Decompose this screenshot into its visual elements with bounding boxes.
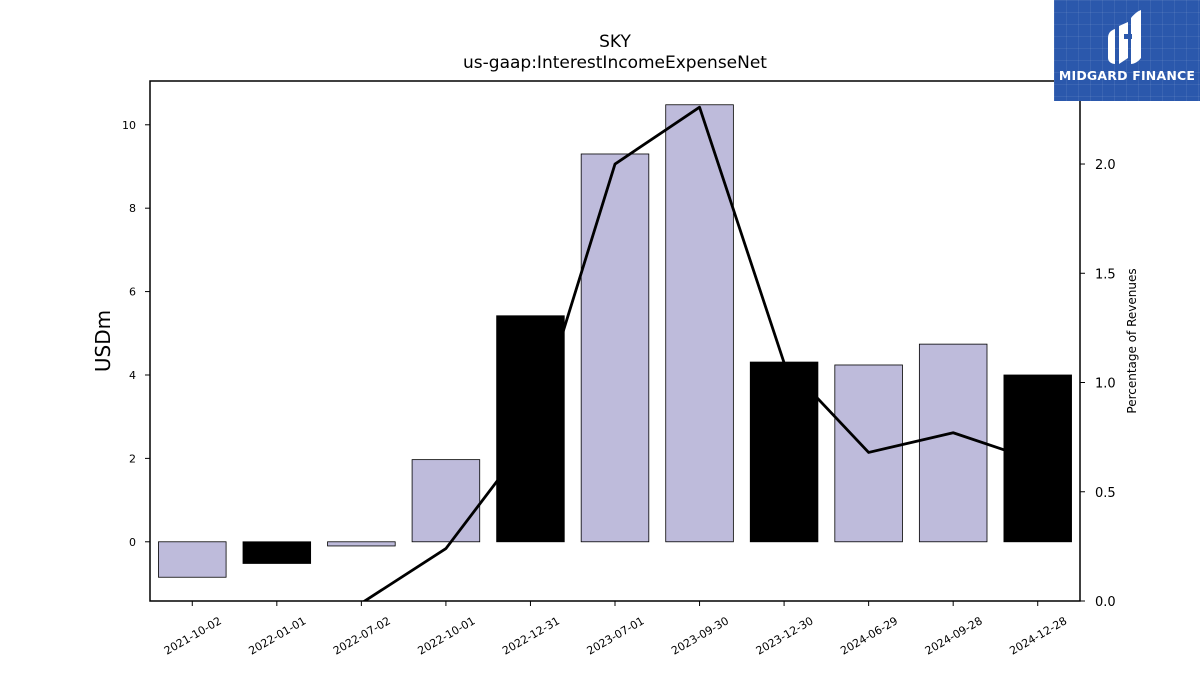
x-tick-label: 2023-09-30 — [669, 614, 731, 657]
bar — [327, 541, 396, 547]
x-tick-label: 2022-07-02 — [331, 614, 393, 657]
x-tick-label: 2023-12-30 — [754, 614, 816, 657]
y-right-tick-label: 0.5 — [1095, 486, 1116, 501]
y-tick-label: 8 — [129, 202, 136, 215]
bar — [665, 104, 734, 543]
bar — [242, 541, 312, 564]
bar — [918, 343, 988, 543]
midgard-logo-icon — [1108, 10, 1141, 64]
bar — [496, 315, 565, 543]
bar — [1003, 374, 1072, 543]
x-tick-label: 2023-07-01 — [585, 614, 647, 657]
y-tick-label: 6 — [129, 286, 136, 299]
bar — [158, 541, 227, 578]
y-tick-label: 4 — [129, 369, 136, 382]
y-axis-label: USDm — [91, 310, 115, 372]
midgard-finance-logo: MIDGARD FINANCE — [1054, 0, 1200, 101]
y-right-tick-label: 1.5 — [1095, 267, 1116, 282]
bar — [411, 459, 481, 543]
series-line — [362, 105, 1039, 601]
x-tick-label: 2021-10-02 — [162, 614, 224, 657]
bar — [749, 361, 819, 543]
y-right-tick-label: 1.0 — [1095, 377, 1116, 392]
y-tick-label: 2 — [129, 452, 136, 465]
x-tick-label: 2022-01-01 — [246, 614, 308, 657]
y-tick-label: 10 — [122, 119, 136, 132]
x-tick-label: 2024-09-28 — [923, 614, 985, 657]
y-right-axis-label: Percentage of Revenues — [1125, 268, 1139, 413]
y-right-tick-label: 2.0 — [1095, 158, 1116, 173]
logo-text: MIDGARD FINANCE — [1058, 68, 1196, 83]
chart-subtitle: us-gaap:InterestIncomeExpenseNet — [463, 53, 767, 73]
y-tick-label: 0 — [129, 536, 136, 549]
chart-title: SKY — [599, 32, 631, 52]
y-right-tick-label: 0.0 — [1095, 595, 1116, 610]
x-tick-label: 2024-06-29 — [838, 614, 900, 657]
x-tick-label: 2024-12-28 — [1007, 614, 1069, 657]
bar — [580, 153, 650, 543]
x-tick-label: 2022-12-31 — [500, 614, 562, 657]
x-tick-label: 2022-10-01 — [416, 614, 478, 657]
